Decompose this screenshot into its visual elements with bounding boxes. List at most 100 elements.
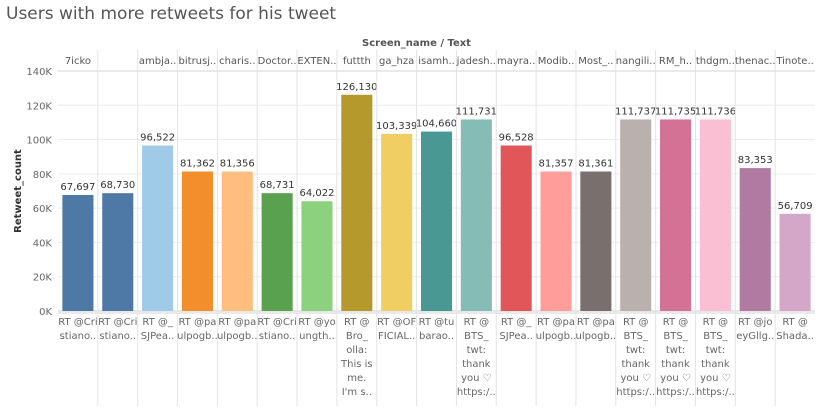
bar-14[interactable] xyxy=(620,119,652,311)
value-label-15: 111,735 xyxy=(655,106,696,117)
column-header-11: mayra.. xyxy=(497,56,535,67)
tweet-text-14-5: https:/.. xyxy=(616,387,655,398)
bar-15[interactable] xyxy=(660,119,692,311)
tweet-text-1-0: RT @Cri xyxy=(98,317,137,328)
bar-4[interactable] xyxy=(221,171,253,311)
bar-3[interactable] xyxy=(181,171,213,311)
value-label-4: 81,356 xyxy=(220,159,255,170)
value-label-9: 104,660 xyxy=(416,119,457,130)
tweet-text-10-1: BTS_ xyxy=(464,331,489,342)
value-label-10: 111,731 xyxy=(456,106,497,117)
bar-13[interactable] xyxy=(580,171,612,311)
bar-7[interactable] xyxy=(341,94,373,311)
tweet-text-10-0: RT @ xyxy=(464,317,490,328)
bar-6[interactable] xyxy=(301,201,333,311)
tweet-text-16-1: BTS_ xyxy=(703,331,728,342)
tweet-text-5-1: stiano.. xyxy=(259,331,296,342)
y-axis-title: Retweet_count xyxy=(13,149,24,233)
tweet-text-5-0: RT @Cri xyxy=(257,317,296,328)
tweet-text-6-0: RT @yo xyxy=(298,317,336,328)
column-header-6: EXTEN.. xyxy=(297,56,336,67)
y-tick-label: 120K xyxy=(26,101,52,112)
tweet-text-10-2: twt: xyxy=(467,345,486,356)
tweet-text-16-3: thank xyxy=(701,359,730,370)
chart-title: Users with more retweets for his tweet xyxy=(6,4,337,24)
tweet-text-16-2: twt: xyxy=(706,345,725,356)
value-label-16: 111,736 xyxy=(695,106,736,117)
bar-9[interactable] xyxy=(420,131,453,311)
bar-1[interactable] xyxy=(102,193,134,311)
y-tick-label: 80K xyxy=(33,170,53,181)
tweet-text-1-1: stiano.. xyxy=(99,331,136,342)
bar-17[interactable] xyxy=(739,168,771,311)
tweet-text-9-0: RT @tu xyxy=(419,317,455,328)
tweet-text-15-5: https:/.. xyxy=(656,387,695,398)
bar-16[interactable] xyxy=(699,119,731,311)
value-label-6: 64,022 xyxy=(299,188,334,199)
tweet-text-14-3: thank xyxy=(621,359,650,370)
column-header-18: Tinote.. xyxy=(775,56,813,67)
tweet-text-7-4: me. xyxy=(347,373,366,384)
bar-2[interactable] xyxy=(142,145,174,311)
tweet-text-13-0: RT @pa xyxy=(577,317,615,328)
tweet-text-10-4: you ♡ xyxy=(461,373,492,384)
tweet-text-8-1: FICIAL.. xyxy=(378,331,415,342)
tweet-text-3-1: ulpogb.. xyxy=(177,331,218,342)
tweet-text-7-0: RT @ xyxy=(344,317,370,328)
bar-12[interactable] xyxy=(540,171,572,311)
column-header-8: ga_hza xyxy=(379,56,414,67)
top-header-label: Screen_name / Text xyxy=(362,38,471,49)
tweet-text-2-1: SJPea.. xyxy=(141,331,175,342)
value-label-3: 81,362 xyxy=(180,159,215,170)
value-label-13: 81,361 xyxy=(578,159,613,170)
value-label-1: 68,730 xyxy=(100,180,135,191)
tweet-text-9-1: barao.. xyxy=(419,331,454,342)
tweet-text-16-0: RT @ xyxy=(703,317,729,328)
tweet-text-10-5: https:/.. xyxy=(457,387,496,398)
tweet-text-12-1: ulpogb.. xyxy=(536,331,577,342)
column-header-3: bitrusj.. xyxy=(179,56,217,67)
y-tick-label: 60K xyxy=(33,204,53,215)
bar-10[interactable] xyxy=(460,119,492,311)
value-label-11: 96,528 xyxy=(499,133,534,144)
y-tick-label: 0K xyxy=(39,307,52,318)
value-label-14: 111,737 xyxy=(615,106,656,117)
tweet-text-15-1: BTS_ xyxy=(663,331,688,342)
tweet-text-11-1: SJPea.. xyxy=(499,331,533,342)
bar-18[interactable] xyxy=(779,213,811,311)
y-tick-label: 20K xyxy=(33,273,53,284)
tweet-text-13-1: ulpogb.. xyxy=(576,331,617,342)
column-header-5: Doctor.. xyxy=(258,56,297,67)
bar-5[interactable] xyxy=(261,193,293,311)
value-label-12: 81,357 xyxy=(539,159,574,170)
value-label-2: 96,522 xyxy=(140,133,175,144)
tweet-text-15-2: twt: xyxy=(666,345,685,356)
column-header-0: 7icko xyxy=(65,56,91,67)
tweet-text-15-0: RT @ xyxy=(663,317,689,328)
tweet-text-0-1: stiano.. xyxy=(60,331,97,342)
column-header-12: Modib.. xyxy=(538,56,575,67)
tweet-text-11-0: RT @_ xyxy=(501,317,533,328)
column-header-15: RM_h.. xyxy=(659,56,692,67)
bar-11[interactable] xyxy=(500,145,532,311)
value-label-7: 126,130 xyxy=(336,82,377,93)
column-header-9: isamh.. xyxy=(418,56,455,67)
value-label-17: 83,353 xyxy=(738,155,773,166)
tweet-text-18-1: Shada.. xyxy=(776,331,814,342)
bar-0[interactable] xyxy=(62,194,94,311)
tweet-text-7-1: Bro_ xyxy=(346,331,369,342)
tweet-text-7-2: olla: xyxy=(346,345,367,356)
y-tick-label: 140K xyxy=(26,67,52,78)
column-header-2: ambja.. xyxy=(139,56,176,67)
column-header-7: futtth xyxy=(343,56,371,67)
tweet-text-6-1: ungth.. xyxy=(299,331,335,342)
tweet-text-7-3: This is xyxy=(340,359,373,370)
tweet-text-14-2: twt: xyxy=(626,345,645,356)
tweet-text-10-3: thank xyxy=(462,359,491,370)
tweet-text-7-5: I'm s.. xyxy=(342,387,372,398)
tweet-text-15-4: you ♡ xyxy=(660,373,691,384)
tweet-text-14-0: RT @ xyxy=(623,317,649,328)
value-label-5: 68,731 xyxy=(260,180,295,191)
bar-8[interactable] xyxy=(381,133,413,311)
